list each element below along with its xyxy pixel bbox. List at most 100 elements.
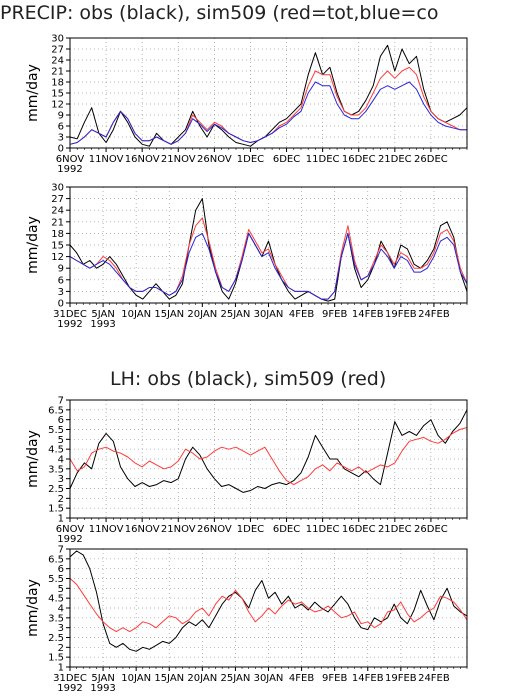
x-tick-label: 6DEC <box>273 154 300 165</box>
x-tick-year: 1993 <box>90 683 115 694</box>
y-axis-label: mm/day <box>25 579 41 637</box>
y-tick-label: 9 <box>58 264 64 275</box>
y-tick-label: 5 <box>58 584 64 595</box>
x-tick-label: 30JAN <box>254 673 284 684</box>
y-tick-label: 6 <box>58 275 64 286</box>
x-tick-label: 31DEC <box>53 673 87 684</box>
y-tick-label: 4 <box>58 604 64 615</box>
x-tick-label: 21DEC <box>378 524 412 535</box>
y-tick-label: 2.5 <box>48 484 64 495</box>
x-tick-label: 11NOV <box>89 154 124 165</box>
y-tick-label: 5.5 <box>48 425 64 436</box>
y-tick-label: 30 <box>51 183 64 194</box>
y-tick-label: 30 <box>51 34 64 45</box>
x-tick-label: 14FEB <box>352 673 384 684</box>
y-tick-label: 0 <box>58 144 64 155</box>
x-tick-label: 5JAN <box>91 309 114 320</box>
y-tick-label: 7 <box>58 545 64 556</box>
y-tick-label: 6.5 <box>48 405 64 416</box>
y-tick-label: 24 <box>51 56 64 67</box>
y-tick-label: 12 <box>51 252 64 263</box>
x-tick-label: 21NOV <box>161 154 196 165</box>
x-tick-year: 1992 <box>57 534 82 545</box>
y-tick-label: 5.5 <box>48 574 64 585</box>
y-tick-label: 4.5 <box>48 445 64 456</box>
y-tick-label: 21 <box>51 217 64 228</box>
x-tick-year: 1992 <box>57 319 82 330</box>
x-tick-year: 1992 <box>57 683 82 694</box>
y-axis-label: mm/day <box>25 216 41 274</box>
x-tick-label: 4FEB <box>289 309 314 320</box>
x-tick-label: 25JAN <box>221 309 251 320</box>
x-tick-label: 16NOV <box>125 524 160 535</box>
x-tick-label: 24FEB <box>418 309 450 320</box>
plot-frame <box>69 37 468 149</box>
series-line-1 <box>69 44 468 147</box>
x-tick-label: 16DEC <box>342 154 376 165</box>
y-tick-label: 7 <box>58 396 64 407</box>
x-tick-label: 6DEC <box>273 524 300 535</box>
y-tick-label: 12 <box>51 100 64 111</box>
y-tick-label: 1.5 <box>48 653 64 664</box>
x-tick-label: 21NOV <box>161 524 196 535</box>
chart-4: 11.522.533.544.555.566.5731DEC19925JAN19… <box>25 545 468 694</box>
plot-frame <box>69 399 468 519</box>
x-tick-year: 1993 <box>90 319 115 330</box>
x-tick-label: 6NOV <box>56 524 85 535</box>
x-tick-label: 20JAN <box>187 309 217 320</box>
lh-title: LH: obs (black), sim509 (red) <box>110 368 387 390</box>
y-tick-label: 2.5 <box>48 633 64 644</box>
y-tick-label: 6 <box>58 122 64 133</box>
y-tick-label: 2 <box>58 643 64 654</box>
x-tick-label: 11DEC <box>306 154 340 165</box>
y-tick-label: 4 <box>58 455 64 466</box>
x-tick-label: 26NOV <box>197 524 232 535</box>
y-tick-label: 6 <box>58 564 64 575</box>
x-tick-label: 10JAN <box>121 309 151 320</box>
x-tick-label: 31DEC <box>53 309 87 320</box>
series-line-3 <box>69 232 468 300</box>
y-tick-label: 3.5 <box>48 464 64 475</box>
x-tick-label: 20JAN <box>187 673 217 684</box>
x-tick-label: 16DEC <box>342 524 376 535</box>
series-line-1 <box>69 198 468 302</box>
x-tick-label: 19FEB <box>385 309 417 320</box>
x-tick-label: 24FEB <box>418 673 450 684</box>
series-line-1 <box>69 550 468 652</box>
y-tick-label: 6.5 <box>48 554 64 565</box>
x-tick-label: 26DEC <box>414 524 448 535</box>
x-tick-label: 6NOV <box>56 154 85 165</box>
y-tick-label: 27 <box>51 194 64 205</box>
series-line-1 <box>69 409 468 493</box>
y-tick-label: 3 <box>58 287 64 298</box>
y-tick-label: 15 <box>51 89 64 100</box>
x-tick-label: 4FEB <box>289 673 314 684</box>
y-tick-label: 5 <box>58 435 64 446</box>
x-tick-label: 10JAN <box>121 673 151 684</box>
y-tick-label: 27 <box>51 45 64 56</box>
y-tick-label: 9 <box>58 111 64 122</box>
x-tick-label: 21DEC <box>378 154 412 165</box>
x-tick-label: 11DEC <box>306 524 340 535</box>
y-tick-label: 1 <box>58 663 64 674</box>
y-tick-label: 6 <box>58 415 64 426</box>
y-tick-label: 2 <box>58 494 64 505</box>
y-tick-label: 1.5 <box>48 504 64 515</box>
y-tick-label: 4.5 <box>48 594 64 605</box>
y-tick-label: 3 <box>58 474 64 485</box>
x-tick-year: 1992 <box>57 164 82 175</box>
y-tick-label: 15 <box>51 241 64 252</box>
series-line-2 <box>69 427 468 486</box>
x-tick-label: 15JAN <box>154 309 184 320</box>
y-tick-label: 18 <box>51 229 64 240</box>
precip-title: PRECIP: obs (black), sim509 (red=tot,blu… <box>0 2 439 24</box>
x-tick-label: 16NOV <box>125 154 160 165</box>
x-tick-label: 19FEB <box>385 673 417 684</box>
y-tick-label: 1 <box>58 514 64 525</box>
plot-frame <box>69 548 468 668</box>
x-tick-label: 15JAN <box>154 673 184 684</box>
